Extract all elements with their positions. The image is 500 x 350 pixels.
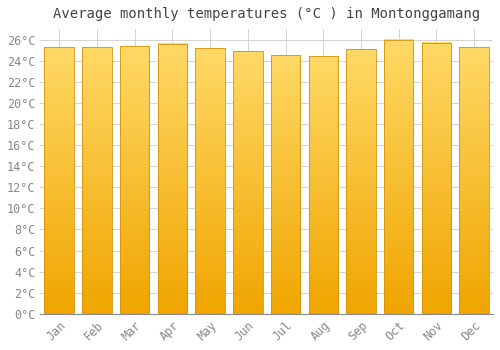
Bar	[120, 46, 150, 314]
Bar	[271, 55, 300, 314]
Bar	[233, 51, 262, 314]
Bar	[82, 47, 112, 314]
Bar	[384, 40, 414, 314]
Bar	[422, 43, 451, 314]
Bar	[158, 44, 187, 314]
Bar	[196, 48, 225, 314]
Bar	[308, 56, 338, 314]
Bar	[44, 47, 74, 314]
Bar	[460, 47, 489, 314]
Bar	[346, 49, 376, 314]
Title: Average monthly temperatures (°C ) in Montonggamang: Average monthly temperatures (°C ) in Mo…	[53, 7, 480, 21]
